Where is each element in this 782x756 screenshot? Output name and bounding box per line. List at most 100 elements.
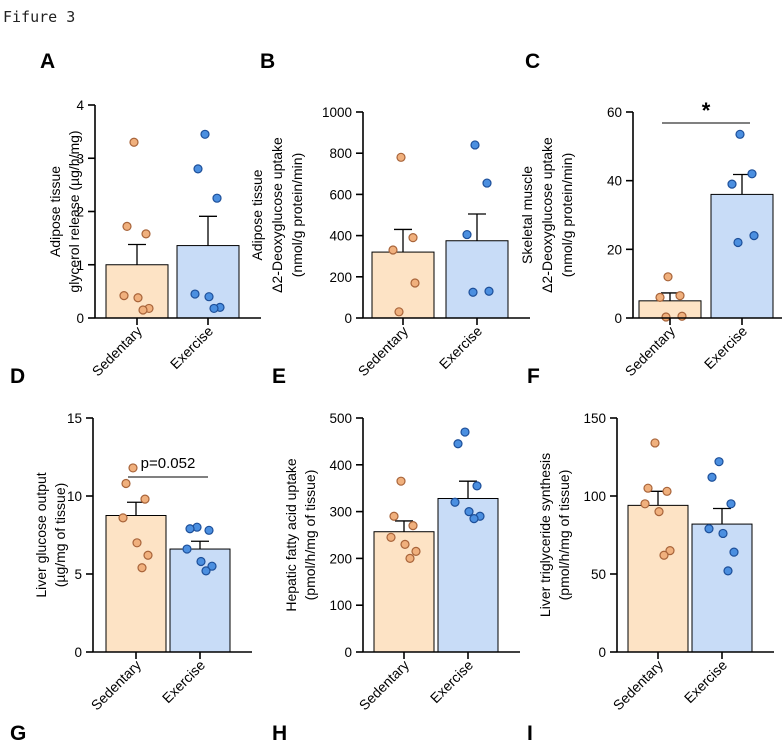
y-axis-label: Liver triglyceride synthesis <box>537 453 553 617</box>
data-point <box>462 229 472 240</box>
y-tick-label: 800 <box>329 146 352 161</box>
panel-letter: G <box>10 722 26 745</box>
panel-letter: A <box>40 50 55 73</box>
data-point <box>665 545 675 556</box>
data-point <box>723 566 733 576</box>
y-tick-label: 600 <box>329 187 352 202</box>
y-tick-label: 100 <box>329 598 352 613</box>
data-point <box>749 231 759 241</box>
y-axis-label: Hepatic fatty acid uptake <box>283 458 299 612</box>
category-label: Exercise <box>427 657 476 706</box>
category-label: Sedentary <box>622 323 678 379</box>
data-point <box>663 272 673 282</box>
y-axis-label: (pmol/h/mg of tissue) <box>302 470 318 601</box>
y-axis-label: (pmol/h/mg of tissue) <box>556 470 572 601</box>
data-point <box>747 169 757 179</box>
y-tick-label: 200 <box>329 270 352 285</box>
category-label: Sedentary <box>355 323 411 379</box>
data-point <box>190 289 200 299</box>
panel-letter: I <box>527 722 533 745</box>
data-point <box>133 293 143 303</box>
bar-exercise <box>445 240 509 319</box>
y-axis-label: (nmol/g protein/min) <box>289 153 305 278</box>
y-tick-label: 0 <box>598 645 606 660</box>
category-label: Sedentary <box>88 657 144 713</box>
data-point <box>396 476 406 486</box>
panel-A: A Sedentary Exercise 0 1 2 3 4 Adipose tissue gly… <box>40 50 261 379</box>
y-tick-label: 300 <box>329 505 352 520</box>
data-point <box>212 193 222 203</box>
y-tick-label: 0 <box>74 645 82 660</box>
panel-letter: B <box>260 50 275 73</box>
data-point <box>408 233 418 243</box>
data-point <box>128 463 138 473</box>
data-point <box>735 129 745 139</box>
bar-sedentary <box>371 251 435 319</box>
data-point <box>118 513 128 523</box>
data-point <box>129 137 139 147</box>
data-point <box>396 152 406 162</box>
y-tick-label: 10 <box>67 489 82 504</box>
bar-sedentary <box>105 515 167 653</box>
panel-letter: D <box>10 365 25 388</box>
y-tick-label: 150 <box>583 411 606 426</box>
data-point <box>209 303 219 314</box>
y-tick-label: 0 <box>614 311 622 326</box>
bar-exercise <box>710 193 774 319</box>
data-point <box>137 563 147 573</box>
data-point <box>182 544 192 554</box>
y-tick-label: 5 <box>74 567 82 582</box>
data-point <box>400 539 410 549</box>
data-point <box>132 538 142 548</box>
y-tick-label: 15 <box>67 411 82 426</box>
panel-C: C Sedentary Exercise 0 20 40 60 Skeletal muscle… <box>519 50 782 379</box>
y-tick-label: 4 <box>76 98 84 113</box>
data-point <box>727 179 737 189</box>
y-axis-label: Δ2-Deoxyglucose uptake <box>269 137 285 293</box>
data-point <box>468 287 478 297</box>
category-label: Exercise <box>159 657 208 706</box>
data-point <box>138 305 148 315</box>
y-tick-label: 20 <box>607 242 622 257</box>
y-tick-label: 100 <box>583 489 606 504</box>
y-tick-label: 1000 <box>322 105 352 120</box>
y-axis-label: Δ2-Deoxyglucose uptake <box>539 137 555 293</box>
data-point <box>207 561 217 571</box>
bar-exercise <box>437 497 499 653</box>
data-point <box>394 307 404 317</box>
category-label: Sedentary <box>89 323 145 379</box>
data-point <box>662 486 672 496</box>
y-tick-label: 1 <box>76 258 84 273</box>
data-point <box>661 312 671 322</box>
data-point <box>204 292 214 302</box>
significance-label: p=0.052 <box>141 455 196 472</box>
bar-exercise <box>691 523 753 653</box>
y-tick-label: 0 <box>76 311 84 326</box>
bar-exercise <box>169 548 231 653</box>
category-label: Exercise <box>436 323 485 372</box>
panel-B: B Sedentary Exercise 0 200 400 600 800 1000 Adipo… <box>249 50 530 379</box>
bar-sedentary <box>627 504 689 653</box>
data-point <box>408 521 418 531</box>
y-tick-label: 60 <box>607 105 622 120</box>
data-point <box>659 550 669 560</box>
category-label: Sedentary <box>610 657 666 713</box>
data-point <box>386 532 396 542</box>
bar-exercise <box>176 245 240 319</box>
data-point <box>200 129 210 139</box>
data-point <box>140 494 150 504</box>
panel-letter: F <box>527 365 540 388</box>
data-point <box>482 178 492 188</box>
data-point <box>729 547 739 557</box>
figure-title: Fifure 3 <box>3 8 75 26</box>
data-point <box>484 286 494 296</box>
data-point <box>469 514 479 524</box>
panel-letter: C <box>525 50 540 73</box>
category-label: Sedentary <box>356 657 412 713</box>
data-point <box>464 507 474 517</box>
y-tick-label: 500 <box>329 411 352 426</box>
y-tick-label: 0 <box>344 645 352 660</box>
y-tick-label: 50 <box>591 567 606 582</box>
data-point <box>119 291 129 301</box>
